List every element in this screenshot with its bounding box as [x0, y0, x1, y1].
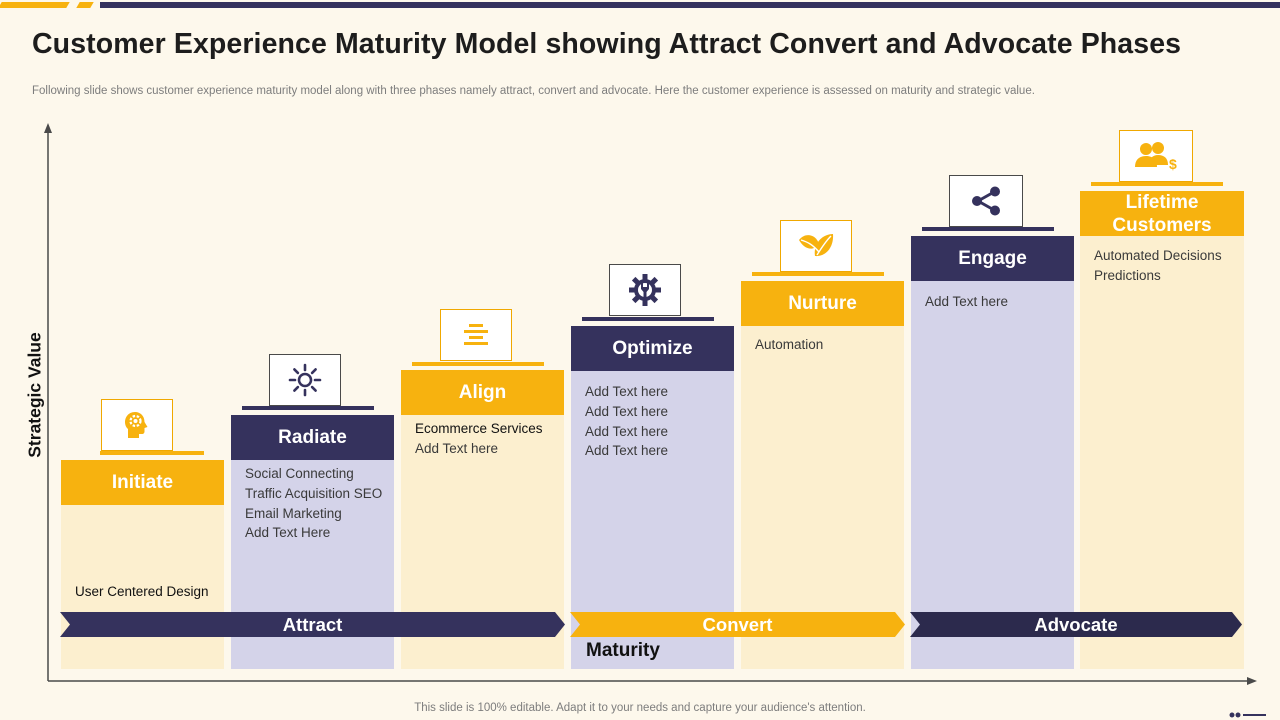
stage-column-initiate: Initiate User Centered Design	[61, 460, 224, 669]
stage-item: Add Text here	[925, 294, 1009, 309]
sun-icon	[288, 363, 322, 397]
stage-items: Add Text here	[925, 292, 1068, 312]
stage-column-lifetime-customers: Lifetime Customers Automated Decisions P…	[1080, 191, 1244, 669]
stage-item: Add Text here	[585, 443, 669, 459]
phase-label-convert: Convert	[702, 613, 773, 635]
stage-item: Predictions	[1094, 267, 1161, 283]
stage-items: Automation	[755, 335, 898, 355]
icon-frame	[780, 220, 852, 272]
icon-shelf	[242, 406, 374, 410]
stage-body	[911, 281, 1074, 669]
stage-body	[61, 505, 224, 669]
icon-frame	[101, 399, 173, 451]
stage-items: Automated Decisions Predictions	[1094, 246, 1238, 286]
icon-shelf	[100, 451, 204, 455]
icon-shelf	[582, 317, 714, 321]
top-accent-navy	[100, 2, 1280, 8]
stage-item: Add Text here	[585, 423, 669, 439]
icon-frame	[440, 309, 512, 361]
stage-body	[741, 326, 904, 669]
phase-arrow-convert	[570, 612, 905, 637]
stage-column-engage: Engage Add Text here	[911, 236, 1074, 669]
stage-header: Optimize	[571, 326, 734, 371]
phase-arrow-attract	[60, 612, 565, 637]
stage-item: Add Text here	[415, 440, 499, 456]
stage-item: User Centered Design	[75, 584, 209, 599]
icon-shelf	[1091, 182, 1223, 186]
stage-item: Add Text Here	[245, 525, 331, 541]
x-axis-label: Maturity	[586, 640, 660, 661]
stage-item: Add Text here	[585, 403, 669, 419]
icon-shelf	[922, 227, 1054, 231]
align-lines-icon	[464, 324, 488, 345]
stage-header: Engage	[911, 236, 1074, 281]
icon-frame	[609, 264, 681, 316]
stage-header: Nurture	[741, 281, 904, 326]
stage-item: Social Connecting	[245, 466, 354, 481]
icon-frame: $	[1119, 130, 1193, 182]
stage-item: Email Marketing	[245, 505, 342, 521]
footer-note: This slide is 100% editable. Adapt it to…	[414, 702, 866, 714]
icon-shelf	[752, 272, 884, 276]
icon-frame	[949, 175, 1023, 227]
leaf-icon	[799, 234, 834, 257]
stage-column-nurture: Nurture Automation	[741, 281, 904, 669]
svg-text:$: $	[1169, 156, 1177, 172]
y-axis-arrow	[44, 123, 52, 133]
slide-nav-decoration	[1229, 712, 1266, 718]
page-title: Customer Experience Maturity Model showi…	[32, 28, 1182, 60]
stage-item: Automated Decisions	[1094, 248, 1222, 263]
share-icon	[972, 186, 1000, 216]
phase-label-advocate: Advocate	[1034, 613, 1118, 635]
phase-arrow-advocate	[910, 612, 1242, 637]
stage-items: Add Text here Add Text here Add Text her…	[585, 382, 728, 461]
stage-header: Radiate	[231, 415, 394, 460]
stage-items: Ecommerce Services Add Text here	[415, 419, 558, 459]
stage-items: Social Connecting Traffic Acquisition SE…	[245, 464, 388, 543]
gear-wrench-icon	[629, 274, 661, 306]
stage-header: Align	[401, 370, 564, 415]
phase-label-attract: Attract	[282, 613, 343, 635]
stage-item: Traffic Acquisition SEO	[245, 485, 383, 501]
page-subtitle: Following slide shows customer experienc…	[32, 85, 1035, 97]
x-axis-arrow	[1247, 677, 1257, 685]
customers-dollar-icon: $	[1135, 142, 1177, 172]
stage-item: Ecommerce Services	[415, 421, 543, 436]
stage-item: Add Text here	[585, 384, 669, 399]
stage-items: User Centered Design	[75, 582, 218, 602]
icon-frame	[269, 354, 341, 406]
icon-shelf	[412, 362, 544, 366]
stage-body	[1080, 236, 1244, 669]
stage-header: Lifetime Customers	[1080, 191, 1244, 236]
stage-item: Automation	[755, 337, 824, 352]
stage-header: Initiate	[61, 460, 224, 505]
head-gear-icon	[125, 412, 148, 438]
